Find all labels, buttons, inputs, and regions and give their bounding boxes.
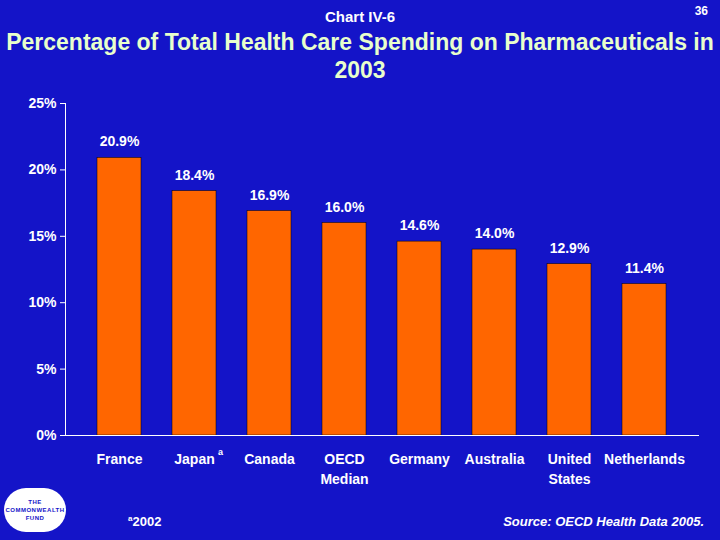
svg-text:14.0%: 14.0% xyxy=(475,225,515,241)
svg-text:15%: 15% xyxy=(28,228,57,244)
svg-text:18.4%: 18.4% xyxy=(175,167,215,183)
svg-text:UnitedStates: UnitedStates xyxy=(548,451,592,487)
svg-text:Netherlands: Netherlands xyxy=(604,451,685,467)
html-text:THE COMMONWEALTH FUND: THE COMMONWEALTH FUND xyxy=(5,499,65,521)
svg-text:Germany: Germany xyxy=(389,451,450,467)
svg-text:14.6%: 14.6% xyxy=(400,217,440,233)
svg-text:11.4%: 11.4% xyxy=(625,260,664,276)
svg-text:Australia: Australia xyxy=(465,451,525,467)
svg-text:25%: 25% xyxy=(28,95,57,111)
html-text:Source: OECD Health Data 2005.: Source: OECD Health Data 2005. xyxy=(503,514,704,529)
svg-text:16.9%: 16.9% xyxy=(250,187,290,203)
svg-text:OECDMedian: OECDMedian xyxy=(320,451,368,487)
svg-text:10%: 10% xyxy=(28,294,57,310)
svg-text:20%: 20% xyxy=(28,161,57,177)
svg-text:5%: 5% xyxy=(36,361,57,377)
html-text:36: 36 xyxy=(694,4,708,18)
svg-text:Japan: Japan xyxy=(174,451,214,467)
svg-text:12.9%: 12.9% xyxy=(550,240,590,256)
svg-text:0%: 0% xyxy=(36,427,57,443)
svg-text:a: a xyxy=(218,447,224,457)
svg-text:16.0%: 16.0% xyxy=(325,199,365,215)
html-text:Percentage of Total Health Car: Percentage of Total Health Care Spending… xyxy=(6,29,714,83)
svg-text:Canada: Canada xyxy=(244,451,295,467)
svg-text:20.9%: 20.9% xyxy=(100,133,140,149)
html-text:a2002: a2002 xyxy=(128,514,162,530)
html-text:Chart IV-6: Chart IV-6 xyxy=(325,8,395,25)
svg-text:France: France xyxy=(97,451,143,467)
